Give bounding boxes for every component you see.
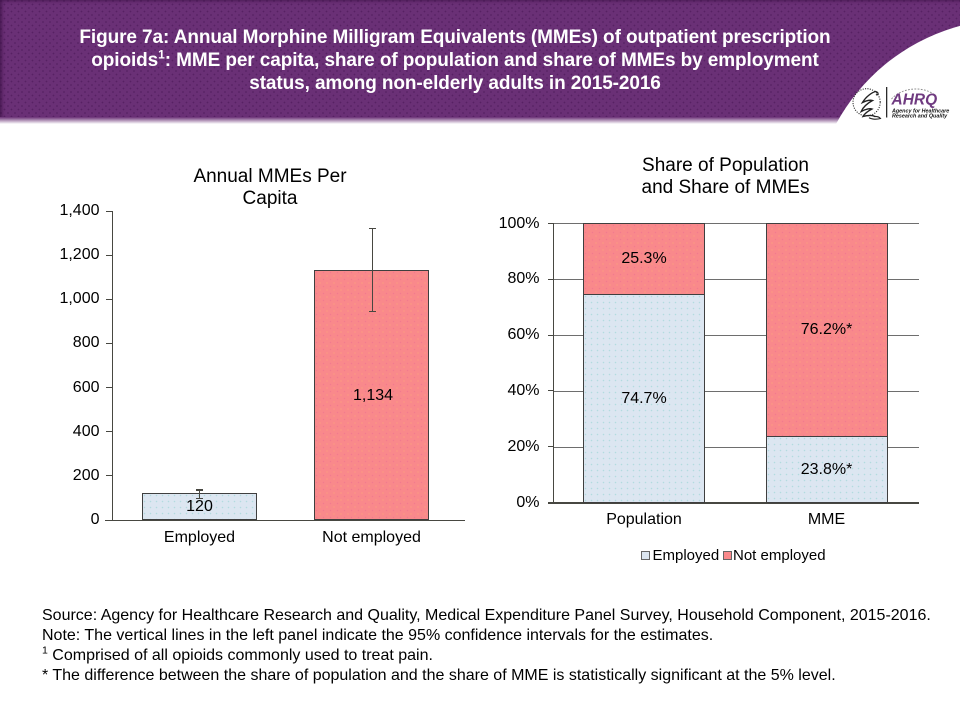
- svg-text:AHRQ: AHRQ: [891, 92, 938, 109]
- svg-text:Agency for Healthcare: Agency for Healthcare: [891, 109, 949, 115]
- svg-text:Research and Quality: Research and Quality: [892, 114, 948, 120]
